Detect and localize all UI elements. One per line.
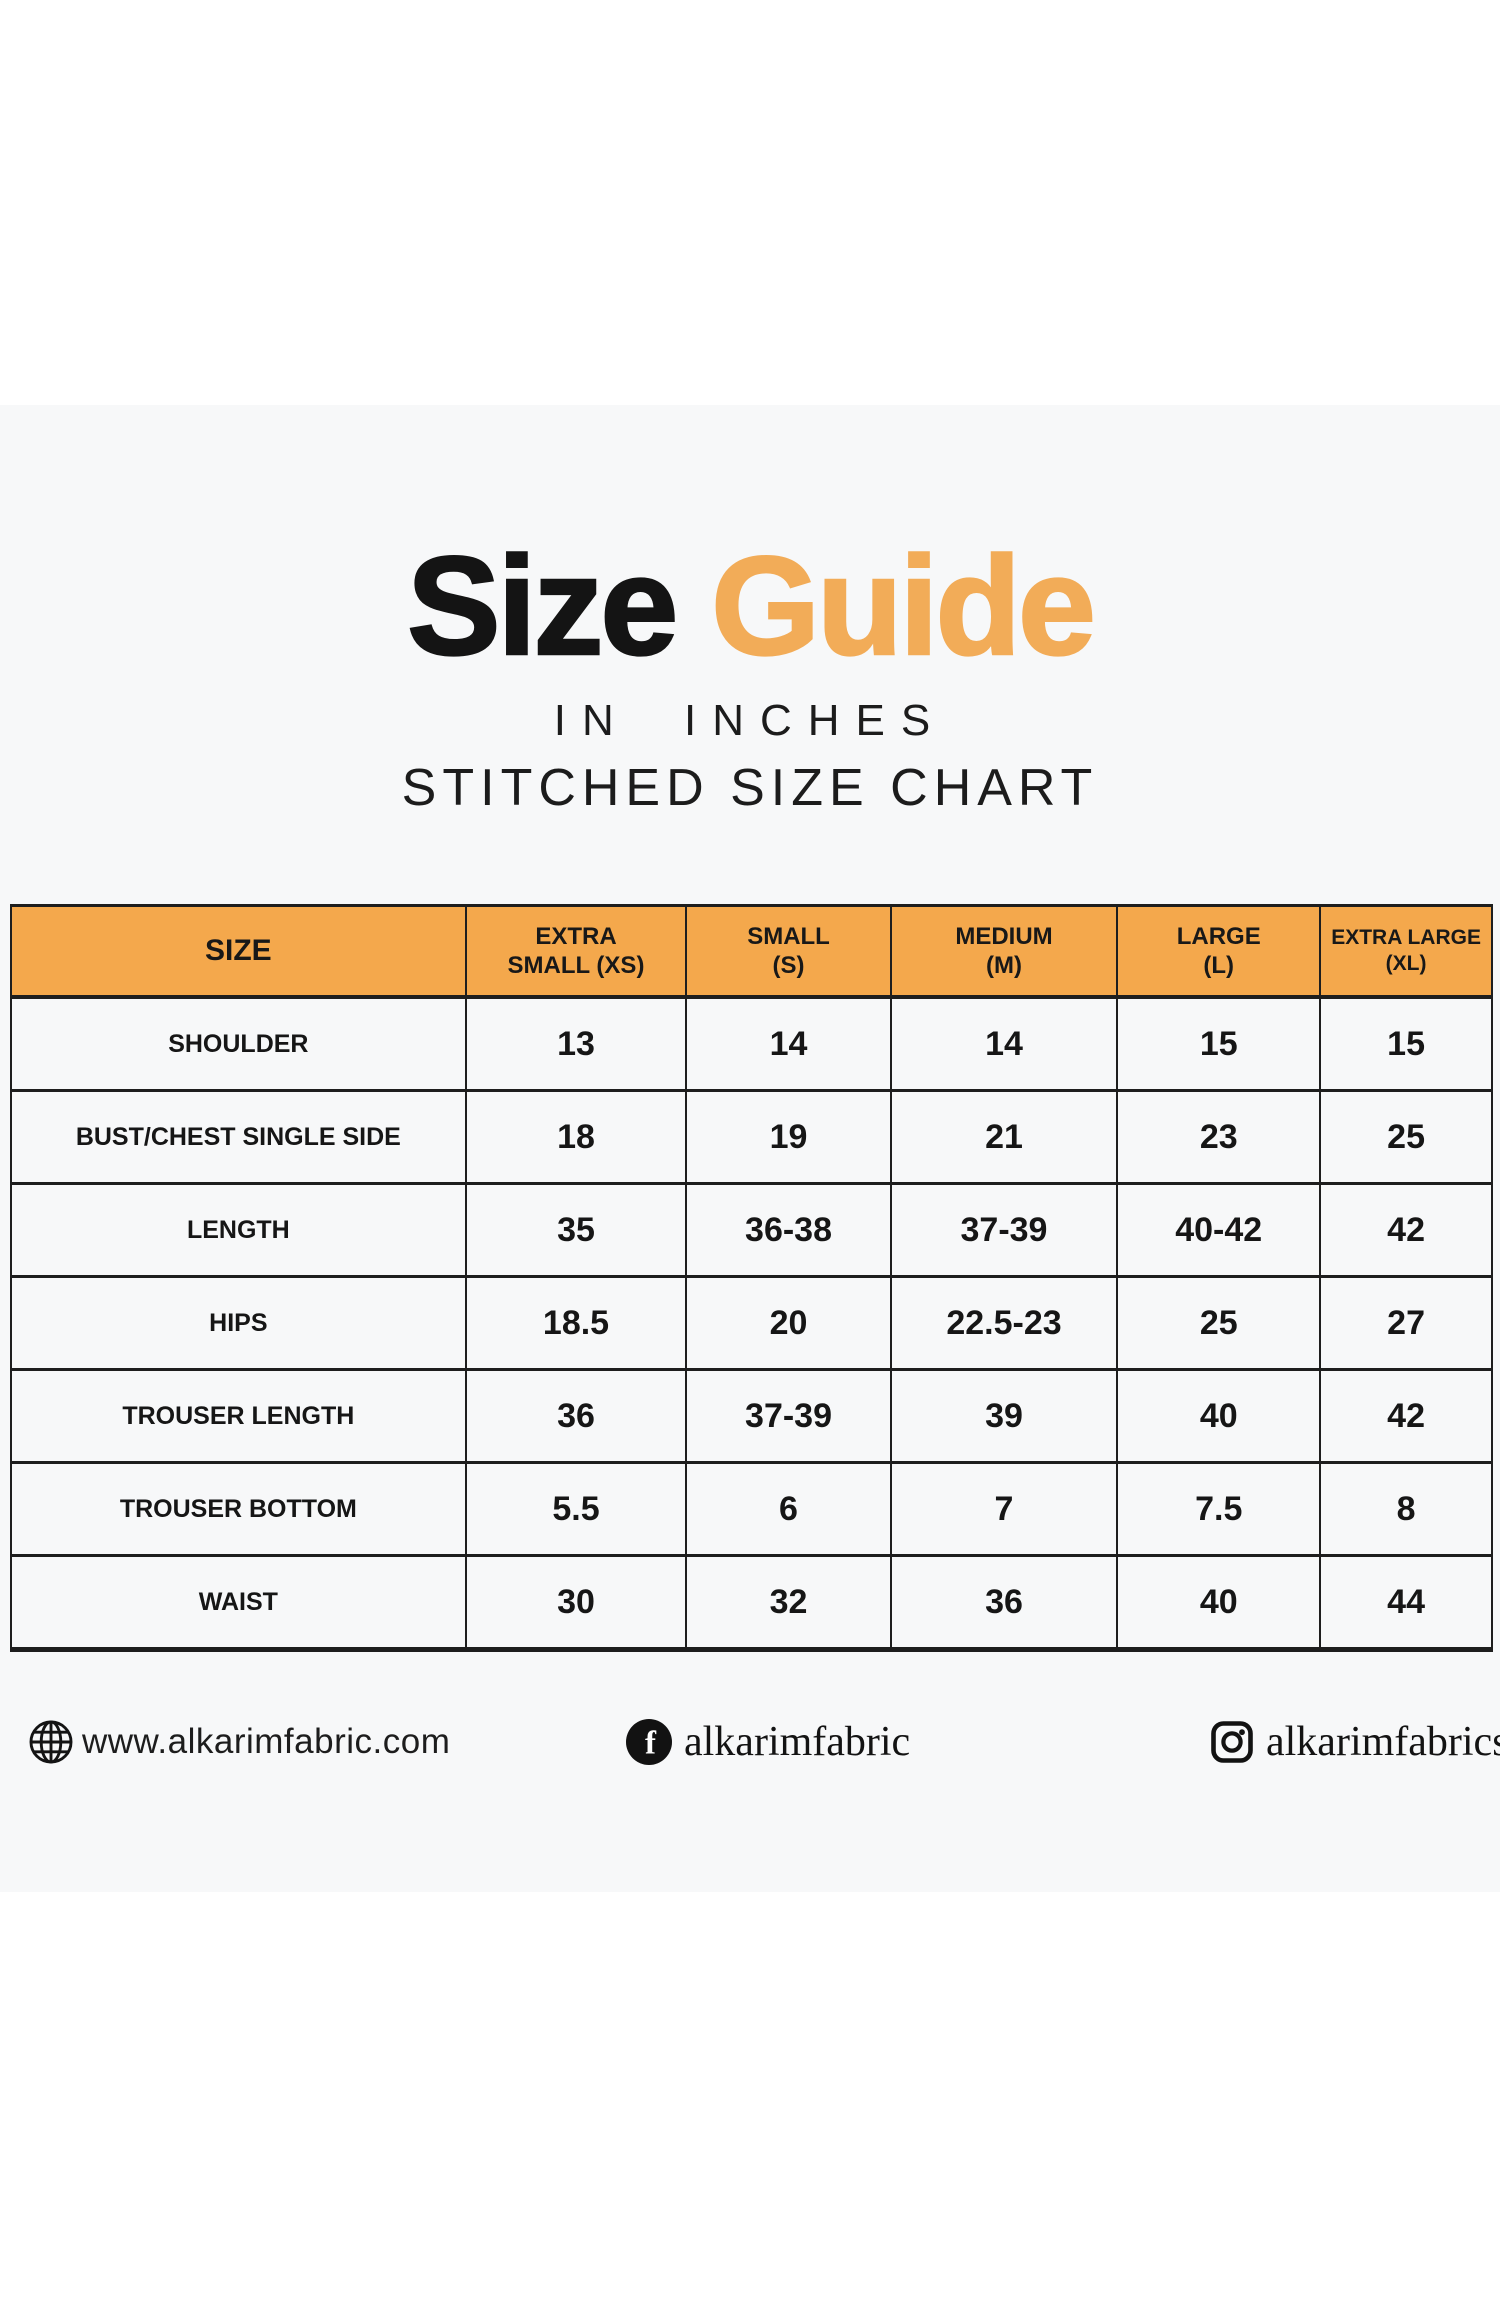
cell-value: 37-39 [685, 1368, 892, 1464]
row-label-bust-chest: BUST/CHEST SINGLE SIDE [10, 1089, 467, 1185]
table-row: BUST/CHEST SINGLE SIDE 18 19 21 23 25 [10, 1089, 1493, 1185]
cell-value: 8 [1319, 1461, 1493, 1557]
cell-value: 18.5 [464, 1275, 688, 1371]
cell-value: 22.5-23 [889, 1275, 1119, 1371]
website-url: www.alkarimfabric.com [82, 1722, 451, 1761]
row-label-length: LENGTH [10, 1182, 467, 1278]
row-label-shoulder: SHOULDER [10, 995, 467, 1092]
subtitle-in-inches: IN INCHES [553, 696, 947, 745]
cell-value: 23 [1116, 1089, 1322, 1185]
cell-value: 15 [1116, 995, 1322, 1092]
cell-value: 14 [685, 995, 892, 1092]
col-header-l: LARGE (L) [1116, 904, 1322, 999]
col-header-m: MEDIUM (M) [889, 904, 1119, 999]
cell-value: 25 [1116, 1275, 1322, 1371]
cell-value: 15 [1319, 995, 1493, 1092]
col-header-xs: EXTRA SMALL (XS) [464, 904, 688, 999]
cell-value: 40-42 [1116, 1182, 1322, 1278]
cell-value: 36 [889, 1554, 1119, 1652]
instagram-icon [1210, 1720, 1254, 1764]
cell-value: 7.5 [1116, 1461, 1322, 1557]
title-word-size: Size [406, 527, 680, 684]
size-table: SIZE EXTRA SMALL (XS) SMALL (S) MEDIUM (M) … [10, 904, 1493, 1652]
cell-value: 14 [889, 995, 1119, 1092]
cell-value: 39 [889, 1368, 1119, 1464]
footer-facebook: f alkarimfabric [626, 1716, 910, 1768]
table-row: LENGTH 35 36-38 37-39 40-42 42 [10, 1182, 1493, 1278]
table-row: SHOULDER 13 14 14 15 15 [10, 995, 1493, 1092]
title-block: Size Guide IN INCHES STITCHED SIZE CHART [0, 534, 1500, 818]
cell-value: 21 [889, 1089, 1119, 1185]
col-header-s: SMALL (S) [685, 904, 892, 999]
globe-icon [28, 1719, 74, 1765]
cell-value: 37-39 [889, 1182, 1119, 1278]
cell-value: 42 [1319, 1368, 1493, 1464]
cell-value: 19 [685, 1089, 892, 1185]
svg-text:f: f [645, 1726, 657, 1762]
col-header-xl: EXTRA LARGE (XL) [1319, 904, 1493, 999]
table-row: WAIST 30 32 36 40 44 [10, 1554, 1493, 1652]
table-row: TROUSER LENGTH 36 37-39 39 40 42 [10, 1368, 1493, 1464]
title-word-guide: Guide [710, 527, 1097, 684]
page-title: Size Guide [0, 534, 1500, 677]
cell-value: 6 [685, 1461, 892, 1557]
cell-value: 44 [1319, 1554, 1493, 1652]
cell-value: 27 [1319, 1275, 1493, 1371]
col-header-size: SIZE [10, 904, 467, 999]
row-label-trouser-length: TROUSER LENGTH [10, 1368, 467, 1464]
subtitle-stitched-size-chart: STITCHED SIZE CHART [401, 759, 1099, 817]
table-header-row: SIZE EXTRA SMALL (XS) SMALL (S) MEDIUM (M) … [10, 904, 1493, 999]
cell-value: 5.5 [464, 1461, 688, 1557]
facebook-handle: alkarimfabric [684, 1719, 911, 1765]
row-label-trouser-bottom: TROUSER BOTTOM [10, 1461, 467, 1557]
cell-value: 18 [464, 1089, 688, 1185]
cell-value: 32 [685, 1554, 892, 1652]
cell-value: 35 [464, 1182, 688, 1278]
cell-value: 40 [1116, 1368, 1322, 1464]
cell-value: 25 [1319, 1089, 1493, 1185]
footer-instagram: alkarimfabrics [1210, 1716, 1500, 1768]
cell-value: 13 [464, 995, 688, 1092]
cell-value: 36 [464, 1368, 688, 1464]
footer-website: www.alkarimfabric.com [28, 1716, 450, 1768]
row-label-hips: HIPS [10, 1275, 467, 1371]
cell-value: 7 [889, 1461, 1119, 1557]
cell-value: 20 [685, 1275, 892, 1371]
cell-value: 30 [464, 1554, 688, 1652]
cell-value: 36-38 [685, 1182, 892, 1278]
row-label-waist: WAIST [10, 1554, 467, 1652]
cell-value: 40 [1116, 1554, 1322, 1652]
facebook-icon: f [626, 1719, 672, 1765]
table-row: TROUSER BOTTOM 5.5 6 7 7.5 8 [10, 1461, 1493, 1557]
table-row: HIPS 18.5 20 22.5-23 25 27 [10, 1275, 1493, 1371]
instagram-handle: alkarimfabrics [1266, 1719, 1500, 1765]
cell-value: 42 [1319, 1182, 1493, 1278]
